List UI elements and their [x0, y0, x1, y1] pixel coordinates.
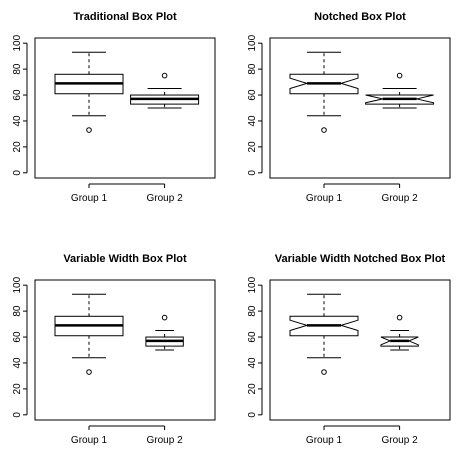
y-tick-label: 80: [247, 63, 258, 75]
y-tick-label: 0: [247, 170, 258, 176]
y-tick-label: 40: [12, 115, 23, 127]
plot-frame: [269, 37, 451, 179]
x-tick-label: Group 1: [306, 193, 343, 204]
x-tick-label: Group 1: [71, 435, 108, 446]
y-tick-label: 40: [247, 115, 258, 127]
y-tick-label: 60: [12, 331, 23, 343]
y-tick-label: 80: [247, 305, 258, 317]
x-tick-label: Group 1: [306, 435, 343, 446]
chart-title: Traditional Box Plot: [73, 11, 177, 23]
y-tick-label: 100: [247, 276, 258, 293]
chart-panel-1: Traditional Box Plot 0 20 40 60 80 100 Group 1 G…: [12, 11, 216, 204]
y-tick-label: 60: [247, 331, 258, 343]
outlier-point: [86, 127, 92, 133]
y-tick-label: 80: [12, 305, 23, 317]
chart-panel-2: Notched Box Plot 0 20 40 60 80 100 Group 1 Group…: [247, 11, 451, 204]
y-tick-label: 100: [12, 34, 23, 51]
y-tick-label: 60: [12, 89, 23, 101]
y-tick-label: 100: [247, 34, 258, 51]
outlier-point: [396, 72, 403, 79]
chart-title: Variable Width Box Plot: [63, 253, 187, 265]
outlier-point: [161, 314, 168, 321]
y-tick-label: 0: [12, 170, 23, 176]
chart-panel-3: Variable Width Box Plot 0 20 40 60 80 100 Group…: [12, 253, 216, 446]
chart-panel-4: Variable Width Notched Box Plot 0 20 40 60 80…: [247, 253, 451, 446]
y-tick-label: 20: [247, 141, 258, 153]
y-tick-label: 80: [12, 63, 23, 75]
outlier-point: [161, 72, 168, 79]
outlier-point: [321, 369, 327, 375]
y-tick-label: 100: [12, 276, 23, 293]
chart-title: Notched Box Plot: [314, 11, 406, 23]
plot-frame: [269, 279, 451, 421]
plot-frame: [34, 37, 216, 179]
x-tick-label: Group 2: [147, 435, 184, 446]
y-tick-label: 20: [247, 383, 258, 395]
y-tick-label: 20: [12, 383, 23, 395]
y-tick-label: 40: [247, 357, 258, 369]
x-tick-label: Group 1: [71, 193, 108, 204]
y-tick-label: 60: [247, 89, 258, 101]
x-tick-label: Group 2: [147, 193, 184, 204]
y-tick-label: 0: [247, 412, 258, 418]
outlier-point: [321, 127, 327, 133]
y-tick-label: 40: [12, 357, 23, 369]
x-tick-label: Group 2: [382, 193, 419, 204]
y-tick-label: 0: [12, 412, 23, 418]
outlier-point: [396, 314, 403, 321]
y-tick-label: 20: [12, 141, 23, 153]
outlier-point: [86, 369, 92, 375]
chart-title: Variable Width Notched Box Plot: [275, 253, 446, 265]
plot-frame: [34, 279, 216, 421]
x-tick-label: Group 2: [382, 435, 419, 446]
